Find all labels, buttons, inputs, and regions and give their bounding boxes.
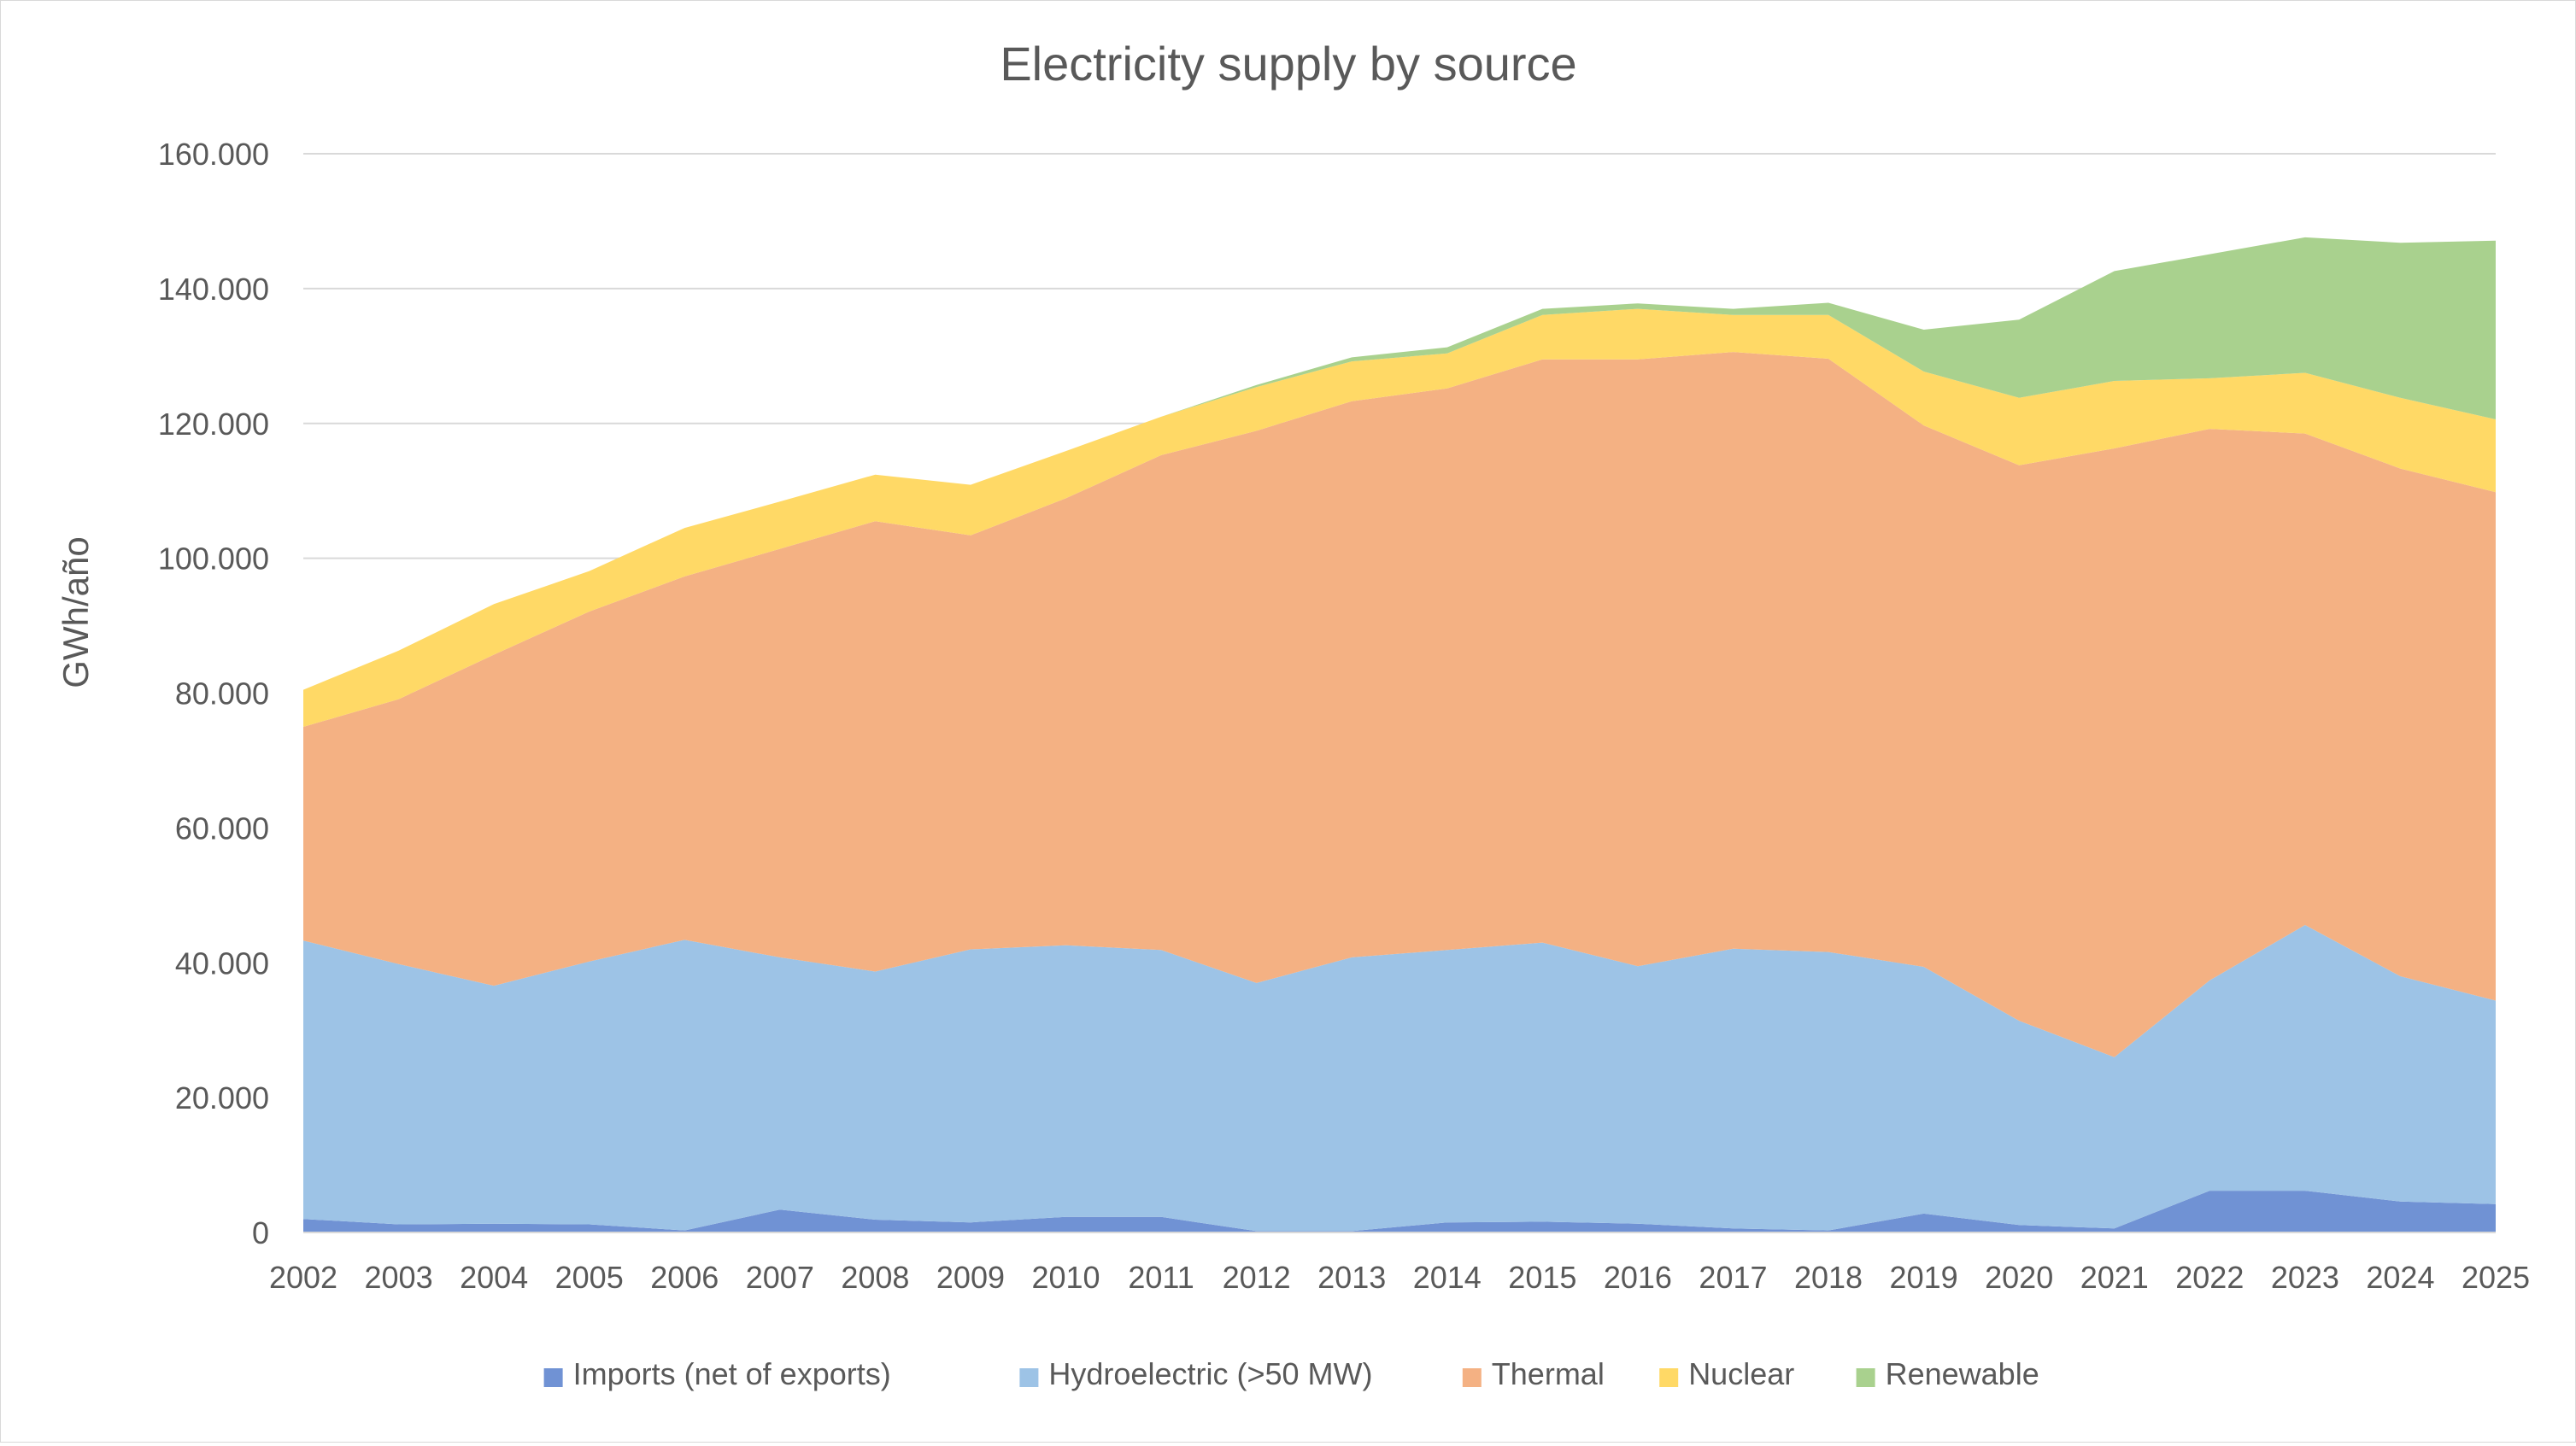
- x-tick-label: 2022: [2175, 1260, 2244, 1295]
- y-tick-label: 60.000: [175, 811, 269, 846]
- x-tick-label: 2005: [555, 1260, 624, 1295]
- legend-swatch: [1462, 1368, 1482, 1387]
- x-tick-label: 2025: [2462, 1260, 2530, 1295]
- y-tick-label: 140.000: [158, 272, 269, 307]
- legend-swatch: [1856, 1368, 1875, 1387]
- x-tick-labels: 2002 2003 2004 2005 2006 2007 2008 2009 2010 2011…: [269, 1260, 2530, 1295]
- legend-label: Renewable: [1886, 1356, 2039, 1391]
- y-axis-title: GWh/año: [56, 536, 96, 688]
- x-tick-label: 2006: [650, 1260, 719, 1295]
- y-tick-label: 0: [252, 1215, 269, 1250]
- y-tick-labels: 0 20.000 40.000 60.000 80.000 100.000 120.000 1…: [158, 137, 269, 1250]
- x-tick-label: 2021: [2080, 1260, 2149, 1295]
- x-tick-label: 2008: [841, 1260, 909, 1295]
- x-tick-label: 2019: [1890, 1260, 1958, 1295]
- area-hydroelectric-50-mw: [303, 925, 2496, 1232]
- x-tick-label: 2024: [2366, 1260, 2434, 1295]
- area-series: [303, 237, 2496, 1233]
- x-tick-label: 2004: [460, 1260, 528, 1295]
- x-tick-label: 2010: [1031, 1260, 1100, 1295]
- legend-item-thermal: Thermal: [1462, 1356, 1605, 1391]
- x-tick-label: 2003: [365, 1260, 433, 1295]
- x-tick-label: 2017: [1699, 1260, 1767, 1295]
- y-tick-label: 100.000: [158, 542, 269, 577]
- legend-item-renewable: Renewable: [1856, 1356, 2039, 1391]
- legend-swatch: [1659, 1368, 1679, 1387]
- area-thermal: [303, 352, 2496, 1057]
- legend-item-hydroelectric-50-mw: Hydroelectric (>50 MW): [1019, 1356, 1372, 1391]
- legend: Imports (net of exports) Hydroelectric (>…: [543, 1356, 2039, 1391]
- legend-item-imports-net-of-exports: Imports (net of exports): [543, 1356, 891, 1391]
- area-imports-net-of-exports: [303, 1191, 2496, 1232]
- area-renewable: [303, 237, 2496, 690]
- legend-swatch: [1019, 1368, 1039, 1387]
- y-tick-label: 20.000: [175, 1080, 269, 1115]
- legend-label: Nuclear: [1688, 1356, 1794, 1391]
- x-tick-label: 2011: [1128, 1260, 1194, 1295]
- legend-label: Imports (net of exports): [573, 1356, 891, 1391]
- y-tick-label: 40.000: [175, 945, 269, 981]
- legend-label: Hydroelectric (>50 MW): [1048, 1356, 1372, 1391]
- x-tick-label: 2007: [746, 1260, 814, 1295]
- x-tick-label: 2002: [269, 1260, 337, 1295]
- legend-item-nuclear: Nuclear: [1659, 1356, 1794, 1391]
- area-nuclear: [303, 308, 2496, 727]
- x-tick-label: 2016: [1604, 1260, 1672, 1295]
- x-tick-label: 2009: [936, 1260, 1005, 1295]
- x-tick-label: 2023: [2271, 1260, 2339, 1295]
- x-tick-label: 2014: [1413, 1260, 1482, 1295]
- y-tick-label: 160.000: [158, 137, 269, 172]
- x-tick-label: 2020: [1985, 1260, 2053, 1295]
- x-tick-label: 2012: [1223, 1260, 1291, 1295]
- x-tick-label: 2015: [1508, 1260, 1576, 1295]
- y-tick-label: 80.000: [175, 676, 269, 711]
- legend-swatch: [543, 1368, 563, 1387]
- x-tick-label: 2018: [1794, 1260, 1863, 1295]
- legend-label: Thermal: [1492, 1356, 1605, 1391]
- x-tick-label: 2013: [1317, 1260, 1386, 1295]
- y-tick-label: 120.000: [158, 407, 269, 442]
- chart-title: Electricity supply by source: [1000, 37, 1576, 91]
